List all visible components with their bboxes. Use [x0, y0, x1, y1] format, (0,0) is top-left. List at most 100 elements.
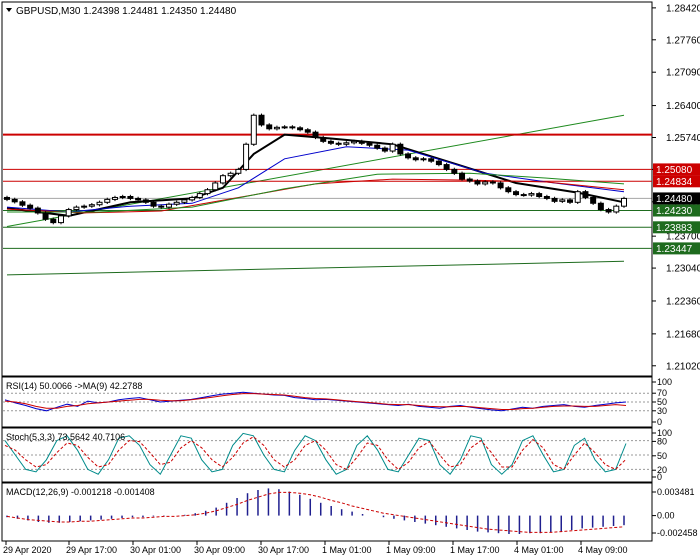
tick-label: 20	[657, 465, 667, 475]
candle-body	[57, 215, 64, 224]
tick-label: 100	[657, 428, 672, 438]
candle-body	[11, 198, 18, 203]
candle-body	[397, 143, 404, 155]
candle-body	[428, 158, 435, 162]
tick-label: 80	[657, 436, 667, 446]
candle-body	[574, 191, 581, 203]
candle-body	[227, 172, 234, 177]
price-tag-label: 1.24230	[656, 206, 693, 217]
price-tick-label: 1.21680	[666, 329, 700, 340]
x-tick-label: 30 Apr 01:00	[130, 545, 181, 555]
candle-body	[258, 114, 265, 126]
x-tick-label: 30 Apr 17:00	[258, 545, 309, 555]
candle-body	[243, 143, 250, 170]
candle-body	[158, 205, 165, 208]
candle-body	[381, 147, 388, 152]
candle-body	[320, 136, 327, 142]
candle-body	[34, 207, 41, 214]
series-line-1	[4, 436, 627, 471]
series-line-0	[4, 432, 627, 476]
candle-body	[219, 175, 226, 184]
candle-body	[459, 172, 466, 180]
series-line-1	[4, 393, 627, 410]
candle-body	[597, 202, 604, 211]
candle-body	[88, 204, 95, 207]
chart-header: GBPUSD,M30 1.24398 1.24481 1.24350 1.244…	[6, 6, 237, 17]
price-tick-label: 1.28420	[666, 3, 700, 14]
stoch-title: Stoch(5,3,3) 73.5642 40.7106	[6, 432, 125, 442]
candle-body	[567, 199, 574, 203]
candle-body	[520, 194, 527, 197]
price-tick-label: 1.26400	[666, 101, 700, 112]
candle-body	[19, 201, 26, 206]
candle-body	[119, 195, 126, 198]
candle-body	[466, 178, 473, 182]
price-tag-box	[653, 204, 700, 217]
dropdown-triangle-icon[interactable]	[6, 8, 12, 12]
candle-body	[111, 196, 118, 200]
price-panel-frame[interactable]	[1, 1, 653, 377]
candle-body	[65, 209, 72, 217]
tick-label: 0	[657, 417, 662, 427]
candle-body	[335, 142, 342, 145]
candle-body	[489, 181, 496, 184]
candle-body	[582, 191, 589, 198]
candle-body	[590, 196, 597, 204]
candle-body	[366, 142, 373, 146]
candle-body	[289, 126, 296, 129]
price-tag-box	[653, 163, 700, 176]
macd-signal-line	[6, 491, 625, 533]
x-tick-label: 1 May 09:00	[386, 545, 436, 555]
candle-body	[173, 201, 180, 205]
price-tick-label: 1.27090	[666, 68, 700, 79]
stoch-plot	[3, 432, 652, 476]
candle-body	[127, 195, 134, 199]
macd-y-axis: 0.003481 0.00 -0.002458	[652, 487, 698, 538]
candle-body	[312, 131, 319, 138]
candle-body	[150, 201, 157, 207]
candle-body	[559, 199, 566, 202]
candle-body	[443, 164, 450, 170]
x-tick-label: 1 May 01:00	[322, 545, 372, 555]
price-tick-label: 1.27760	[666, 35, 700, 46]
candle-body	[81, 205, 88, 208]
candle-body	[189, 196, 196, 201]
candle-body	[536, 193, 543, 197]
candle-body	[528, 193, 535, 196]
x-tick-label: 1 May 17:00	[450, 545, 500, 555]
moving-average-3	[7, 172, 625, 213]
candle-body	[204, 189, 211, 195]
x-tick-label: 4 May 01:00	[514, 545, 564, 555]
x-tick-label: 29 Apr 2020	[3, 545, 52, 555]
rsi-title: RSI(14) 50.0066 ->MA(9) 42.2788	[6, 381, 142, 391]
candle-body	[497, 182, 504, 189]
candle-body	[513, 191, 520, 196]
x-tick-label: 4 May 09:00	[578, 545, 628, 555]
candle-body	[420, 158, 427, 161]
price-tag-label: 1.24480	[656, 194, 693, 205]
price-tag-box	[653, 192, 700, 205]
candle-body	[96, 201, 103, 206]
candle-body	[358, 140, 365, 144]
candle-body	[374, 144, 381, 149]
candle-body	[613, 205, 620, 213]
candle-body	[135, 197, 142, 201]
candle-body	[543, 195, 550, 199]
candle-body	[351, 140, 358, 144]
macd-panel-frame[interactable]	[1, 482, 653, 542]
price-tick-label: 1.22360	[666, 296, 700, 307]
x-tick-label: 29 Apr 17:00	[66, 545, 117, 555]
candle-body	[505, 187, 512, 193]
tick-label: 0.003481	[657, 487, 695, 497]
price-tick-label: 1.23700	[666, 232, 700, 243]
price-tag-label: 1.23447	[656, 244, 693, 255]
candle-body	[281, 126, 288, 129]
candle-body	[304, 129, 311, 133]
macd-title: MACD(12,26,9) -0.001218 -0.001408	[6, 487, 155, 497]
moving-average-1	[6, 146, 625, 213]
candle-body	[605, 209, 612, 213]
candle-body	[482, 181, 489, 185]
